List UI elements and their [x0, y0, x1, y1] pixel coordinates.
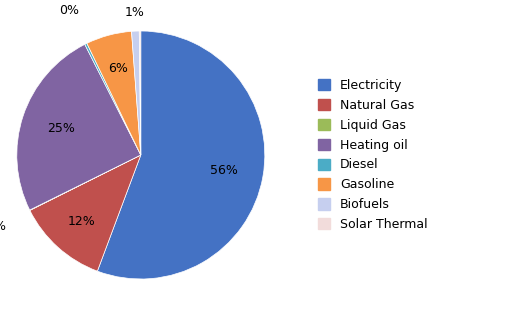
Wedge shape — [139, 31, 141, 155]
Text: 1%: 1% — [124, 6, 144, 19]
Wedge shape — [87, 31, 141, 155]
Text: 25%: 25% — [47, 122, 75, 135]
Wedge shape — [132, 31, 141, 155]
Wedge shape — [85, 43, 141, 155]
Wedge shape — [17, 44, 141, 210]
Text: 12%: 12% — [67, 215, 95, 228]
Text: 56%: 56% — [210, 163, 238, 176]
Wedge shape — [97, 31, 265, 279]
Text: 0%: 0% — [59, 4, 79, 17]
Text: 6%: 6% — [108, 62, 127, 75]
Wedge shape — [30, 155, 141, 271]
Legend: Electricity, Natural Gas, Liquid Gas, Heating oil, Diesel, Gasoline, Biofuels, S: Electricity, Natural Gas, Liquid Gas, He… — [317, 79, 428, 231]
Text: 0%: 0% — [0, 220, 7, 233]
Wedge shape — [30, 155, 141, 210]
